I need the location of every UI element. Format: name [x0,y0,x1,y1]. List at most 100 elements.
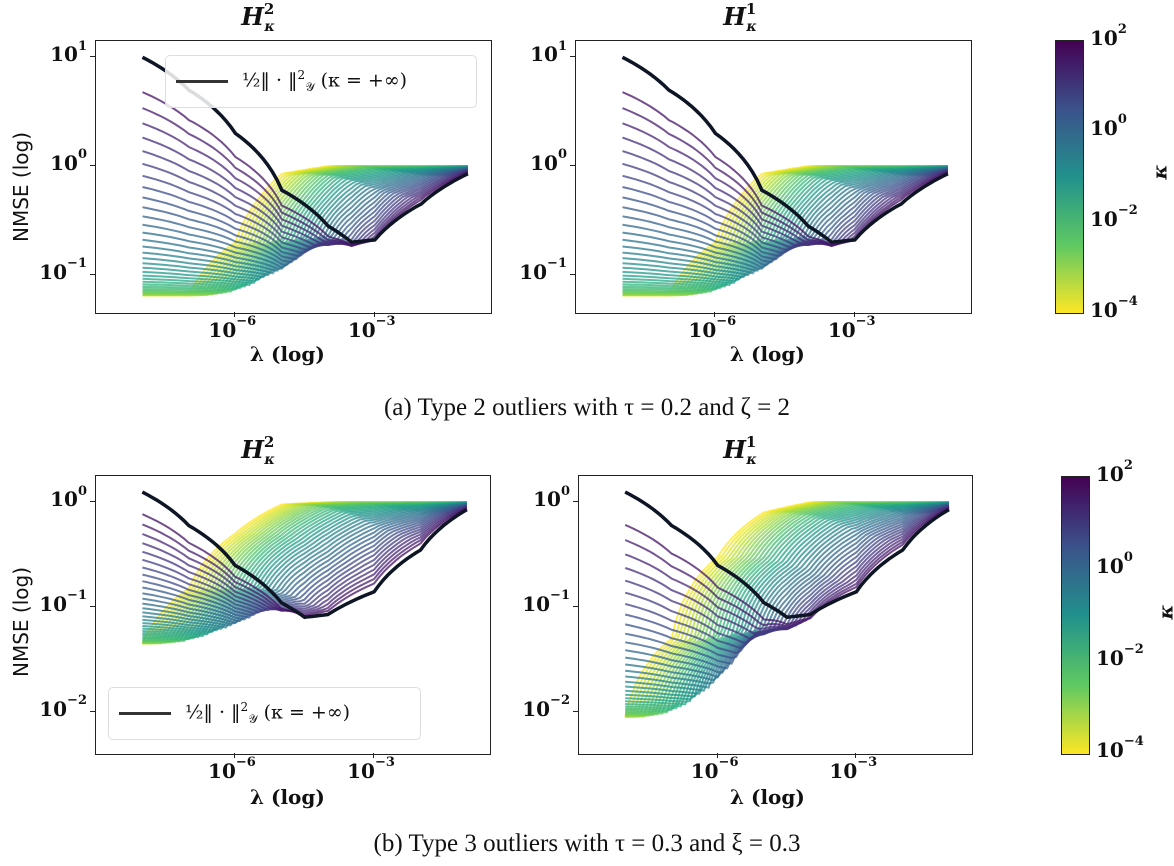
colorbar-label: κ [1147,164,1172,180]
panel-title: H2κ [241,433,275,468]
kappa-curve [142,91,469,247]
x-tick-label: 10−3 [829,755,878,783]
x-tick-label: 10−3 [347,314,396,342]
colorbar-tick: 10−4 [1096,734,1144,762]
x-tick-mark [853,312,855,317]
y-tick-label: 101 [530,38,567,67]
kappa-curve [142,503,467,624]
kappa-curve [142,122,469,248]
kappa-curve [624,507,950,626]
kappa-curve [142,166,468,277]
kappa-curve [142,150,469,247]
kappa-curve [142,503,467,625]
kappa-curve [622,122,949,248]
kappa-curve [624,507,950,628]
kappa-curve [625,503,950,679]
y-tick-label: 10−1 [39,256,87,284]
kappa-curve [142,502,467,629]
reference-curve [141,490,468,620]
kappa-curve [142,507,468,616]
colorbar-tick: 10−2 [1090,203,1138,231]
kappa-curve [142,504,468,613]
y-tick-label: 10−1 [519,256,567,284]
kappa-curve [625,502,950,689]
colorbar-tick: 102 [1090,22,1127,50]
kappa-curve [622,162,949,249]
curves-svg [621,55,949,297]
kappa-curve [625,502,950,685]
x-tick-label: 10−3 [347,755,395,783]
x-tick-label: 10−6 [208,314,257,342]
kappa-curve [142,505,468,612]
x-axis-label: λ (log) [250,342,325,366]
kappa-curve [142,169,469,251]
colorbar-tick: 100 [1090,112,1127,140]
x-tick-mark [234,753,236,758]
kappa-curve [625,503,950,674]
colorbar-tick: 102 [1096,458,1133,486]
y-tick-mark [90,165,95,167]
kappa-curve [625,502,949,698]
kappa-curve [142,162,469,249]
kappa-curve [142,107,469,247]
y-tick-label: 100 [50,147,87,176]
kappa-curve [142,136,469,247]
colorbar-tick: 10−2 [1096,642,1144,670]
y-tick-mark [570,56,575,58]
x-tick-label: 10−6 [690,755,739,783]
x-tick-mark [373,312,375,317]
x-tick-mark [714,312,716,317]
y-tick-mark [90,273,95,275]
legend: ½‖ · ‖2𝒴 (κ = +∞) [165,55,477,108]
colorbar-label: κ [1154,605,1174,620]
y-axis-label: NMSE (log) [9,132,33,242]
x-tick-mark [373,753,375,758]
y-tick-mark [573,711,578,713]
y-tick-mark [90,711,95,713]
plot-area [578,475,973,755]
x-tick-label: 10−3 [827,314,876,342]
kappa-curve [142,505,468,611]
legend-line-swatch [176,80,228,83]
kappa-curve [142,503,467,621]
reference-curve [621,55,949,245]
plot-area [575,40,972,314]
kappa-curve [142,506,468,615]
kappa-curve [142,504,468,616]
y-tick-label: 100 [530,147,567,176]
x-tick-label: 10−6 [688,314,737,342]
kappa-curve [622,168,949,254]
x-axis-label: λ (log) [250,785,325,809]
x-tick-label: 10−6 [208,755,256,783]
kappa-curve [622,91,949,247]
kappa-curve [622,169,949,251]
colorbar-tick: 10−4 [1090,294,1138,322]
kappa-curve [142,168,469,254]
kappa-curve [142,502,467,632]
legend: ½‖ · ‖2𝒴 (κ = +∞) [108,687,421,740]
kappa-curve [142,504,468,619]
kappa-curve [625,504,950,665]
caption-a: (a) Type 2 outliers with τ = 0.2 and ζ =… [383,394,791,421]
kappa-curve [622,166,948,277]
y-tick-label: 10−2 [522,693,570,722]
kappa-curve [142,166,468,270]
reference-curve [624,490,950,620]
legend-label: ½‖ · ‖2𝒴 (κ = +∞) [185,699,351,727]
kappa-curve [625,503,950,670]
y-tick-label: 100 [533,483,570,512]
kappa-curve [625,502,949,695]
kappa-curve [142,504,468,615]
y-tick-mark [573,606,578,608]
colorbar-tick: 100 [1096,550,1133,578]
y-tick-mark [90,56,95,58]
y-tick-label: 10−1 [39,588,87,617]
y-tick-mark [570,273,575,275]
y-tick-mark [90,606,95,608]
legend-label: ½‖ · ‖2𝒴 (κ = +∞) [242,67,408,95]
x-axis-label: λ (log) [730,785,805,809]
x-tick-mark [855,753,857,758]
x-tick-mark [234,312,236,317]
kappa-curve [622,136,949,247]
plot-area [95,475,491,755]
